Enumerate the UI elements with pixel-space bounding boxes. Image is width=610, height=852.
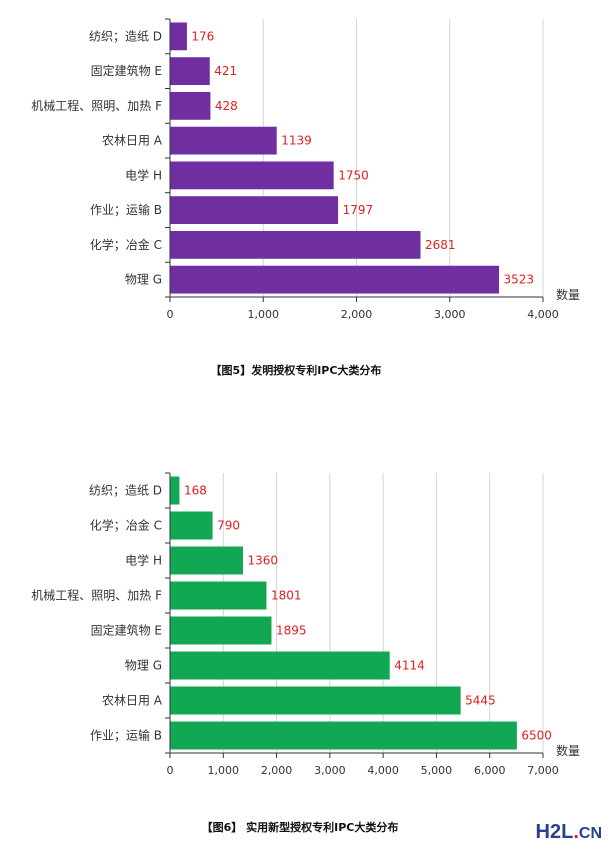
bar (170, 161, 334, 190)
watermark-logo: H2L.CN (535, 821, 602, 843)
chart-fig6: 纺织；造纸 D 168 化学；冶金 C 790 电学 H 1360 机械工程、照明、加热 F… (31, 472, 580, 834)
bar (170, 686, 461, 715)
x-tick-label: 1,000 (248, 308, 280, 321)
value-label: 1139 (281, 134, 312, 148)
category-label: 作业；运输 B (90, 202, 162, 217)
x-tick-label: 2,000 (261, 764, 293, 777)
value-label: 790 (217, 519, 240, 533)
category-label: 机械工程、照明、加热 F (31, 98, 162, 113)
x-tick-label: 6,000 (474, 764, 506, 777)
x-tick-label: 5,000 (421, 764, 453, 777)
bar (170, 91, 211, 120)
value-label: 421 (214, 64, 237, 78)
category-label: 化学；冶金 C (90, 518, 162, 533)
category-label: 农林日用 A (102, 694, 163, 708)
bar (170, 22, 187, 51)
chart-fig5: 纺织；造纸 D 176 固定建筑物 E 421 机械工程、照明、加热 F 428 农林日用 … (31, 18, 580, 377)
category-label: 化学；冶金 C (90, 237, 162, 252)
bar (170, 511, 213, 540)
x-tick-label: 7,000 (527, 764, 559, 777)
value-label: 1895 (276, 624, 307, 638)
bar (170, 57, 210, 86)
bar (170, 230, 421, 259)
x-tick-label: 2,000 (341, 308, 373, 321)
chart-caption: 【图5】发明授权专利IPC大类分布 (211, 363, 382, 377)
category-label: 固定建筑物 E (91, 63, 162, 78)
category-label: 电学 H (125, 553, 162, 568)
bar (170, 616, 272, 645)
value-label: 6500 (521, 729, 552, 743)
category-label: 农林日用 A (102, 134, 163, 148)
x-tick-label: 3,000 (434, 308, 466, 321)
bar (170, 721, 517, 750)
value-label: 1797 (343, 203, 374, 217)
bar (170, 265, 500, 294)
category-label: 物理 G (125, 659, 162, 673)
x-tick-label: 0 (167, 308, 174, 321)
bar (170, 126, 277, 155)
x-tick-label: 0 (167, 764, 174, 777)
x-axis-label: 数量 (556, 287, 580, 302)
bar (170, 651, 390, 680)
bar (170, 581, 267, 610)
category-label: 固定建筑物 E (91, 623, 162, 638)
chart-caption: 【图6】 实用新型授权专利IPC大类分布 (202, 820, 399, 834)
x-axis-label: 数量 (556, 743, 580, 758)
category-label: 物理 G (125, 273, 162, 287)
category-label: 电学 H (125, 167, 162, 182)
category-label: 纺织；造纸 D (89, 484, 162, 498)
value-label: 1801 (271, 589, 302, 603)
x-tick-label: 1,000 (208, 764, 240, 777)
value-label: 428 (215, 99, 238, 113)
x-tick-label: 3,000 (314, 764, 346, 777)
x-tick-label: 4,000 (367, 764, 399, 777)
value-label: 168 (184, 484, 207, 498)
bar (170, 546, 243, 575)
category-label: 作业；运输 B (90, 728, 162, 743)
value-label: 1750 (338, 168, 369, 182)
category-label: 机械工程、照明、加热 F (31, 588, 162, 603)
bar (170, 196, 339, 225)
value-label: 1360 (247, 554, 278, 568)
value-label: 5445 (465, 694, 496, 708)
value-label: 2681 (425, 238, 456, 252)
value-label: 176 (191, 29, 214, 43)
x-tick-label: 4,000 (527, 308, 559, 321)
value-label: 4114 (394, 659, 425, 673)
value-label: 3523 (504, 273, 535, 287)
bar (170, 476, 180, 505)
category-label: 纺织；造纸 D (89, 29, 162, 43)
